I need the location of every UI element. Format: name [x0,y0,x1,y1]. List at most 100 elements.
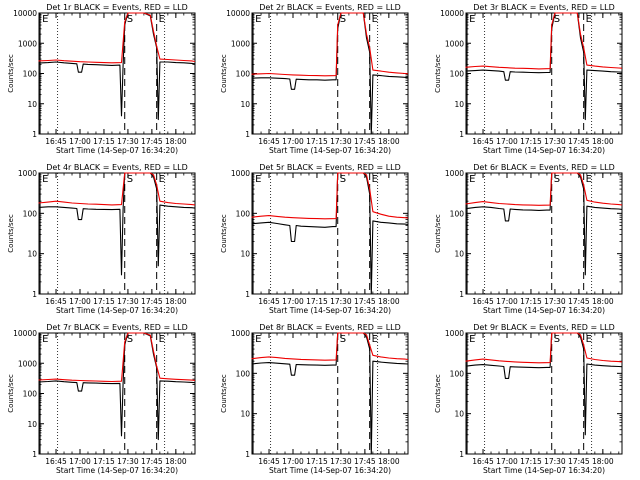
x-axis-label: Start Time (14-Sep-07 16:34:20) [483,466,605,475]
x-tick-label: 16:45 [258,297,280,306]
events-series-line [38,172,196,276]
x-tick-label: 17:00 [496,137,518,146]
x-tick-label: 17:15 [306,297,328,306]
panel-title: Det 4r BLACK = Events, RED = LLD [46,163,188,172]
y-tick-label: 1 [245,290,250,299]
x-tick-label: 17:30 [330,297,352,306]
lld-series-line [38,172,196,206]
x-tick-label: 16:45 [258,457,280,466]
plot-frame [465,332,623,455]
end-marker-label: E [469,174,475,185]
events-series-line [465,172,623,276]
lld-series-line [251,332,409,361]
x-tick-label: 16:45 [258,137,280,146]
x-axis-label: Start Time (14-Sep-07 16:34:20) [56,146,178,155]
detector-panel: Det 5r BLACK = Events, RED = LLD 1 10 100 10… [220,163,409,315]
x-tick-label: 17:15 [93,297,115,306]
end-marker-label: E [255,14,261,25]
y-tick-label: 100 [450,70,465,79]
y-tick-label: 1000 [445,329,464,338]
lld-series-line [38,12,196,64]
x-tick-label: 17:45 [354,297,376,306]
lld-series-line [251,12,409,77]
y-tick-label: 100 [23,70,38,79]
x-tick-label: 17:30 [117,137,139,146]
y-tick-label: 10 [454,410,464,419]
x-axis-label: Start Time (14-Sep-07 16:34:20) [269,466,391,475]
y-tick-label: 100 [450,209,465,218]
x-tick-label: 16:45 [45,457,67,466]
y-axis-label: Counts/sec [220,214,228,253]
y-tick-label: 1 [459,130,464,139]
y-tick-label: 1 [245,130,250,139]
x-tick-label: 17:00 [69,137,91,146]
plot-frame [465,172,623,295]
x-tick-label: 18:00 [592,297,614,306]
x-tick-label: 18:00 [165,457,187,466]
y-tick-label: 10000 [226,9,250,18]
plot-frame [38,332,196,455]
panel-title: Det 6r BLACK = Events, RED = LLD [473,163,615,172]
start-marker-label: S [127,334,133,345]
panel-title: Det 9r BLACK = Events, RED = LLD [473,323,615,332]
y-tick-label: 10 [240,100,250,109]
x-tick-label: 17:45 [354,457,376,466]
y-axis-label: Counts/sec [220,54,228,93]
x-tick-label: 17:00 [282,457,304,466]
events-series-line [38,12,196,121]
y-tick-label: 1000 [231,169,250,178]
y-axis-label: Counts/sec [434,214,442,253]
y-tick-label: 10 [27,420,37,429]
y-tick-label: 10000 [13,329,37,338]
y-tick-label: 10000 [13,9,37,18]
x-tick-label: 18:00 [378,297,400,306]
y-axis-label: Counts/sec [7,374,15,413]
end-marker-label: E [42,174,48,185]
y-axis-label: Counts/sec [434,374,442,413]
y-axis-label: Counts/sec [7,214,15,253]
detector-panel: Det 4r BLACK = Events, RED = LLD 1 10 100 10… [7,163,196,315]
end-marker-label: E [586,174,592,185]
panel-title: Det 8r BLACK = Events, RED = LLD [259,323,401,332]
lld-series-line [251,172,409,220]
start-marker-label: S [340,334,346,345]
x-tick-label: 16:45 [472,137,494,146]
y-tick-label: 1000 [445,169,464,178]
y-tick-label: 10 [454,100,464,109]
y-tick-label: 10 [240,410,250,419]
lld-series-line [465,172,623,206]
x-tick-label: 17:45 [141,137,163,146]
end-marker-label: E [159,174,165,185]
x-tick-label: 17:30 [117,297,139,306]
x-tick-label: 16:45 [472,297,494,306]
events-series-line [465,332,623,436]
events-series-line [465,12,623,121]
y-tick-label: 1000 [231,329,250,338]
y-axis-label: Counts/sec [7,54,15,93]
start-marker-label: S [554,174,560,185]
y-tick-label: 10000 [440,9,464,18]
x-axis-label: Start Time (14-Sep-07 16:34:20) [56,466,178,475]
end-marker-label: E [586,14,592,25]
start-marker-label: S [554,334,560,345]
x-tick-label: 17:45 [568,297,590,306]
x-tick-label: 17:45 [141,457,163,466]
x-tick-label: 17:45 [141,297,163,306]
detector-panel: Det 7r BLACK = Events, RED = LLD 1 10 100 10… [7,323,196,475]
y-tick-label: 10 [27,250,37,259]
panel-title: Det 1r BLACK = Events, RED = LLD [46,3,188,12]
y-tick-label: 1 [459,290,464,299]
lld-series-line [38,332,196,383]
x-tick-label: 18:00 [592,137,614,146]
y-tick-label: 1 [459,450,464,459]
x-tick-label: 17:00 [496,457,518,466]
y-tick-label: 100 [236,209,251,218]
y-tick-label: 10 [27,100,37,109]
events-series-line [251,12,409,135]
x-tick-label: 17:15 [520,137,542,146]
x-tick-label: 17:30 [330,137,352,146]
detector-panel: Det 9r BLACK = Events, RED = LLD 1 10 100 10… [434,323,623,475]
x-tick-label: 17:30 [544,297,566,306]
x-tick-label: 18:00 [165,297,187,306]
